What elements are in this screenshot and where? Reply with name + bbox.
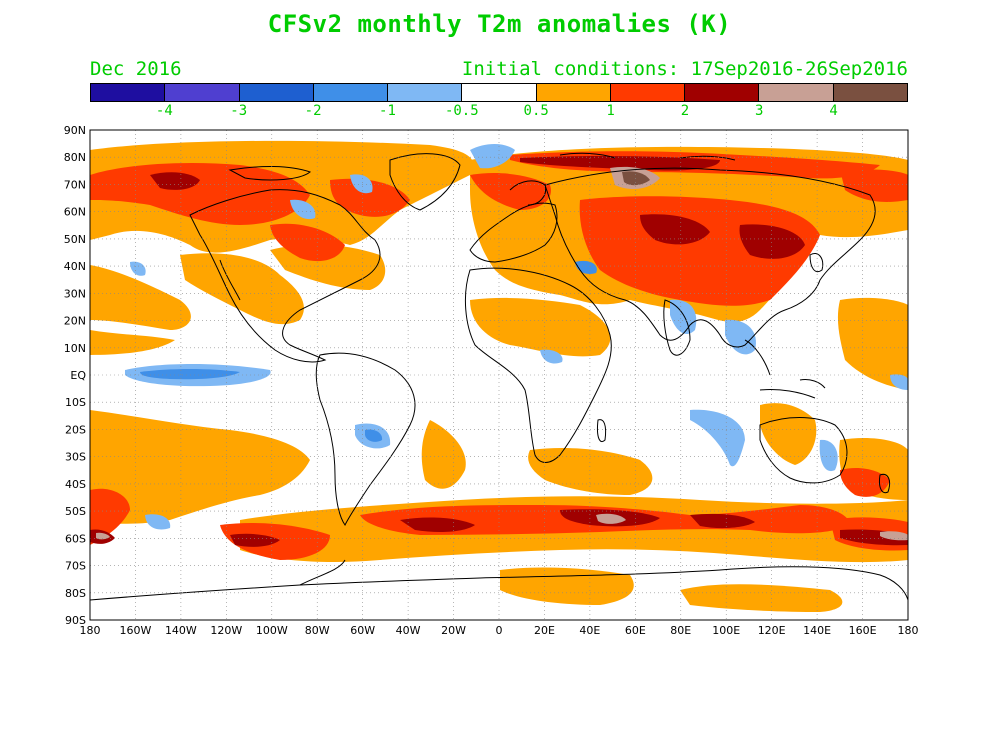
colorbar-swatch <box>388 84 463 101</box>
target-month-label: Dec 2016 <box>90 58 182 80</box>
colorbar-swatch <box>91 84 166 101</box>
longitude-label: 80E <box>670 624 691 637</box>
latitude-label: 40N <box>64 260 86 273</box>
colorbar-label: -3 <box>230 103 248 119</box>
colorbar-label: 0.5 <box>523 103 549 119</box>
colorbar-swatch <box>165 84 240 101</box>
latitude-label: 70N <box>64 178 86 191</box>
latitude-label: 60N <box>64 206 86 219</box>
longitude-label: 140E <box>803 624 831 637</box>
longitude-label: 180 <box>898 624 919 637</box>
colorbar-label: -0.5 <box>444 103 479 119</box>
longitude-label: 120E <box>758 624 786 637</box>
colorbar-swatch <box>610 84 686 101</box>
latitude-label: 90N <box>64 124 86 137</box>
colorbar-swatch <box>239 84 314 101</box>
latitude-label: 70S <box>65 560 86 573</box>
colorbar-label: -2 <box>304 103 322 119</box>
latitude-label: 60S <box>65 532 86 545</box>
longitude-label: 80W <box>305 624 330 637</box>
map-frame <box>89 129 909 621</box>
longitude-labels: 180 160W 140W 120W 100W 80W 60W 40W 20W 0 20E 40E 60… <box>80 624 919 637</box>
colorbar-label: -4 <box>155 103 173 119</box>
latitude-label: 10N <box>64 342 86 355</box>
longitude-label: 40E <box>579 624 600 637</box>
coastlines <box>90 152 908 601</box>
blue-anomaly-regions <box>125 144 908 530</box>
colorbar-swatch <box>685 84 760 101</box>
longitude-label: 60W <box>350 624 375 637</box>
latitude-label: 50N <box>64 233 86 246</box>
colorbar-swatch <box>759 84 834 101</box>
latitude-label: 30N <box>64 287 86 300</box>
colorbar-swatch <box>462 84 537 101</box>
longitude-label: 20E <box>534 624 555 637</box>
latitude-label: EQ <box>70 369 86 382</box>
latitude-label: 50S <box>65 505 86 518</box>
latitude-label: 10S <box>65 396 86 409</box>
colorbar-label: -1 <box>379 103 396 119</box>
latitude-label: 80S <box>65 587 86 600</box>
latitude-label: 40S <box>65 478 86 491</box>
longitude-label: 100E <box>712 624 740 637</box>
longitude-label: 100W <box>256 624 288 637</box>
very-warm-anomaly-regions <box>96 166 908 541</box>
longitude-label: 40W <box>396 624 421 637</box>
latitude-label: 90S <box>65 614 86 627</box>
colorbar-swatch <box>536 84 611 101</box>
latitude-label: 80N <box>64 151 86 164</box>
colorbar-label: 4 <box>829 103 838 119</box>
longitude-label: 160W <box>120 624 152 637</box>
latitude-label: 20S <box>65 423 86 436</box>
longitude-label: 0 <box>496 624 503 637</box>
longitude-label: 60E <box>625 624 646 637</box>
longitude-label: 160E <box>849 624 877 637</box>
longitude-label: 20W <box>441 624 466 637</box>
colorbar-swatch <box>313 84 389 101</box>
colorbar-label: 2 <box>680 103 690 119</box>
latitude-labels: 90N 80N 70N 60N 50N 40N 30N 20N 10N EQ 10S 20S 30S 40… <box>64 124 87 627</box>
longitude-label: 180 <box>80 624 101 637</box>
latitude-label: 30S <box>65 451 86 464</box>
longitude-label: 140W <box>165 624 197 637</box>
dark-red-anomaly-regions <box>90 155 908 547</box>
colorbar-label: 1 <box>606 103 615 119</box>
colorbar-swatch <box>833 84 907 101</box>
latitude-label: 20N <box>64 315 86 328</box>
map-grid <box>90 130 908 620</box>
longitude-label: 120W <box>210 624 242 637</box>
colorbar <box>90 83 908 102</box>
colorbar-label: 3 <box>755 103 764 119</box>
initial-conditions-label: Initial conditions: 17Sep2016-26Sep2016 <box>461 58 908 80</box>
map-title: CFSv2 monthly T2m anomalies (K) <box>267 10 732 38</box>
